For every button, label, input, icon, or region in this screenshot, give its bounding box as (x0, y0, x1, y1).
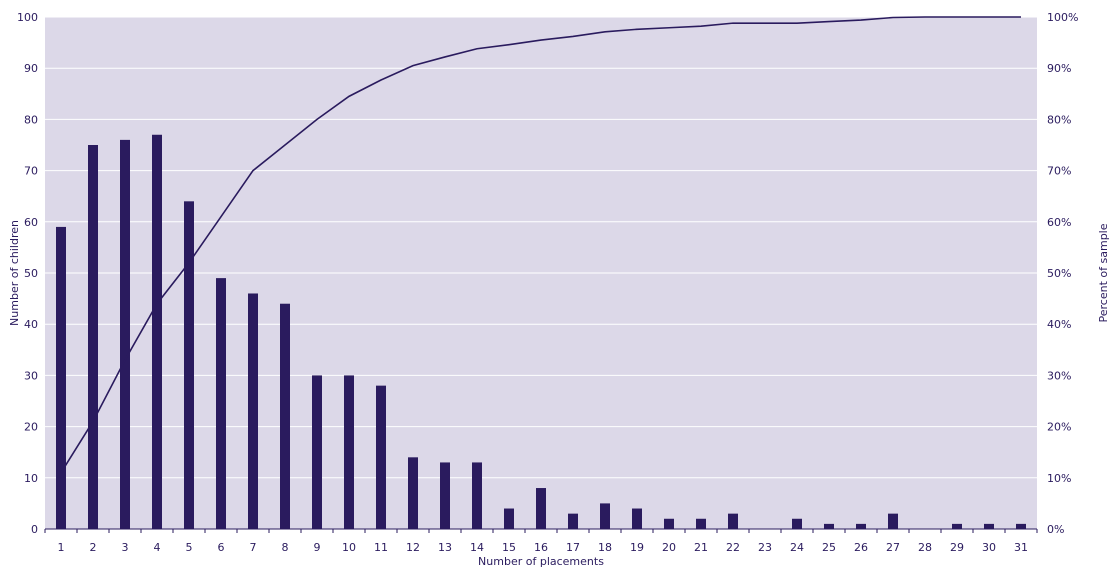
bar (248, 293, 258, 529)
x-tick-label: 8 (282, 541, 289, 554)
x-tick-label: 3 (122, 541, 129, 554)
y-tick-label: 90 (24, 62, 38, 75)
bar (152, 134, 162, 529)
y-tick-label: 100 (17, 11, 38, 24)
bar (792, 518, 802, 529)
x-tick-label: 5 (186, 541, 193, 554)
x-tick-label: 10 (342, 541, 356, 554)
gridlines (45, 16, 1037, 479)
y-tick-label: 70 (24, 165, 38, 178)
x-tick-label: 21 (694, 541, 708, 554)
y2-tick-label: 20% (1047, 421, 1071, 434)
x-tick-label: 13 (438, 541, 452, 554)
bar (824, 523, 834, 529)
x-tick-label: 4 (154, 541, 161, 554)
right-axis-ticks: 0% 10% 20% 30% 40% 50% 60% 70% 80% 90% 100% (1047, 11, 1078, 536)
bar (568, 513, 578, 529)
y2-tick-label: 70% (1047, 165, 1071, 178)
x-tick-label: 11 (374, 541, 388, 554)
y-tick-label: 60 (24, 216, 38, 229)
x-tick-label: 30 (982, 541, 996, 554)
y-tick-label: 50 (24, 267, 38, 280)
bar (632, 508, 642, 529)
bar (440, 462, 450, 529)
bar (728, 513, 738, 529)
x-tick-label: 28 (918, 541, 932, 554)
x-tick-label: 26 (854, 541, 868, 554)
y-tick-label: 10 (24, 472, 38, 485)
bar (856, 523, 866, 529)
y2-tick-label: 90% (1047, 62, 1071, 75)
x-tick-label: 20 (662, 541, 676, 554)
left-axis-ticks: 0 10 20 30 40 50 60 70 80 90 100 (17, 11, 38, 536)
bar (280, 303, 290, 529)
bar (344, 375, 354, 529)
x-tick-label: 1 (58, 541, 65, 554)
y-tick-label: 0 (31, 523, 38, 536)
x-tick-label: 23 (758, 541, 772, 554)
x-tick-label: 29 (950, 541, 964, 554)
y-tick-label: 80 (24, 113, 38, 126)
y2-axis-title: Percent of sample (1097, 223, 1110, 322)
y2-tick-label: 10% (1047, 472, 1071, 485)
x-tick-label: 14 (470, 541, 484, 554)
bar (88, 145, 98, 529)
x-tick-label: 6 (218, 541, 225, 554)
y2-tick-label: 0% (1047, 523, 1064, 536)
x-tick-label: 22 (726, 541, 740, 554)
bar (888, 513, 898, 529)
x-tick-label: 9 (314, 541, 321, 554)
bar (984, 523, 994, 529)
bar-series (56, 134, 1026, 530)
bar (312, 375, 322, 529)
x-tick-label: 16 (534, 541, 548, 554)
bar (664, 518, 674, 529)
y-tick-label: 40 (24, 318, 38, 331)
bar (600, 503, 610, 529)
bar (120, 139, 130, 529)
bar (952, 523, 962, 529)
x-tick-label: 15 (502, 541, 516, 554)
x-tick-label: 2 (90, 541, 97, 554)
y-tick-label: 30 (24, 369, 38, 382)
x-tick-label: 31 (1014, 541, 1028, 554)
x-tick-label: 27 (886, 541, 900, 554)
y2-tick-label: 60% (1047, 216, 1071, 229)
y2-tick-label: 50% (1047, 267, 1071, 280)
bar (536, 488, 546, 529)
x-tick-label: 19 (630, 541, 644, 554)
bar (216, 278, 226, 529)
y2-tick-label: 100% (1047, 11, 1078, 24)
y2-tick-label: 40% (1047, 318, 1071, 331)
y-axis-title: Number of children (8, 220, 21, 326)
x-tick-label: 12 (406, 541, 420, 554)
y2-tick-label: 80% (1047, 113, 1071, 126)
y2-tick-label: 30% (1047, 369, 1071, 382)
cumulative-percent-line (60, 16, 1021, 474)
bar (376, 385, 386, 529)
x-tick-label: 7 (250, 541, 257, 554)
bar (184, 201, 194, 529)
bar (504, 508, 514, 529)
bar (56, 226, 66, 530)
bar (1016, 523, 1026, 529)
x-tick-label: 25 (822, 541, 836, 554)
x-axis-ticks: 1 2 3 4 5 6 7 8 9 10 11 12 13 14 15 16 17 18 19 20 21 22 23 24 2… (44, 529, 1038, 554)
x-tick-label: 17 (566, 541, 580, 554)
bar (408, 457, 418, 529)
x-tick-label: 18 (598, 541, 612, 554)
x-axis-title: Number of placements (478, 555, 604, 567)
bar (696, 518, 706, 529)
x-tick-label: 24 (790, 541, 804, 554)
y-tick-label: 20 (24, 421, 38, 434)
bar (472, 462, 482, 529)
